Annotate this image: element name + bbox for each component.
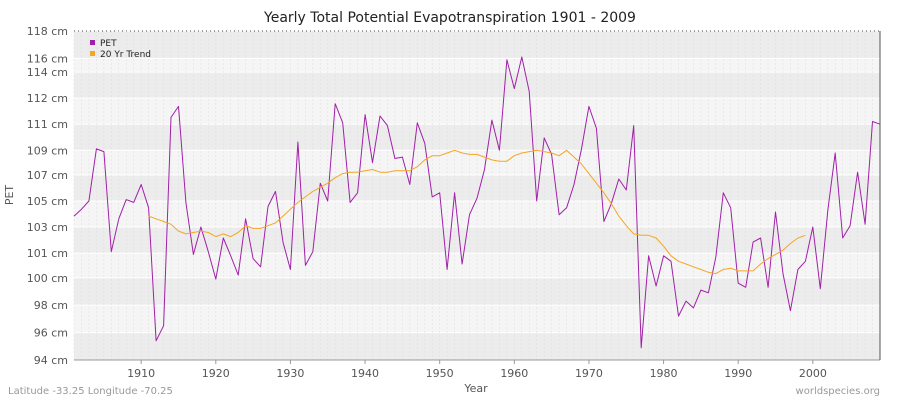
y-tick-label: 118 cm bbox=[27, 25, 68, 38]
series-layer bbox=[73, 56, 881, 349]
x-axis-ticks: 1910 1920 1930 1940 1950 1960 1970 1980 1990 2000 bbox=[74, 31, 881, 380]
y-tick-label: 116 cm bbox=[27, 52, 68, 65]
y-tick-label: 101 cm bbox=[27, 247, 68, 260]
footer-coordinates: Latitude -33.25 Longitude -70.25 bbox=[8, 386, 173, 397]
x-tick-label: 1990 bbox=[724, 367, 752, 380]
series-line-pet bbox=[73, 56, 881, 349]
series-line-trend bbox=[148, 149, 806, 275]
x-tick-label: 1910 bbox=[127, 367, 155, 380]
legend-label-trend: 20 Yr Trend bbox=[100, 50, 151, 60]
y-tick-label: 111 cm bbox=[27, 118, 68, 131]
y-tick-label: 96 cm bbox=[34, 327, 68, 340]
x-axis-label: Year bbox=[463, 382, 488, 395]
x-tick-label: 1940 bbox=[351, 367, 379, 380]
y-tick-label: 109 cm bbox=[27, 144, 68, 157]
y-tick-label: 107 cm bbox=[27, 169, 68, 182]
x-tick-label: 1950 bbox=[426, 367, 454, 380]
chart-title: Yearly Total Potential Evapotranspiratio… bbox=[263, 10, 636, 26]
y-axis-label: PET bbox=[3, 185, 16, 206]
x-tick-label: 1930 bbox=[276, 367, 304, 380]
y-tick-label: 103 cm bbox=[27, 221, 68, 234]
legend-swatch-pet bbox=[90, 40, 95, 45]
x-tick-label: 1960 bbox=[500, 367, 528, 380]
y-tick-label: 98 cm bbox=[34, 299, 68, 312]
footer-source: worldspecies.org bbox=[796, 386, 880, 397]
y-tick-label: 114 cm bbox=[27, 66, 68, 79]
legend-label-pet: PET bbox=[100, 39, 117, 49]
y-tick-label: 105 cm bbox=[27, 195, 68, 208]
y-tick-label: 100 cm bbox=[27, 272, 68, 285]
y-tick-label: 112 cm bbox=[27, 92, 68, 105]
legend: PET 20 Yr Trend bbox=[90, 39, 151, 60]
x-tick-label: 1980 bbox=[650, 367, 678, 380]
x-tick-label: 1970 bbox=[575, 367, 603, 380]
y-axis-ticks: 94 cm 96 cm 98 cm 100 cm 101 cm 103 cm 105 cm 1… bbox=[27, 25, 68, 367]
x-tick-label: 1920 bbox=[202, 367, 230, 380]
legend-swatch-trend bbox=[90, 51, 95, 56]
y-tick-label: 94 cm bbox=[34, 354, 68, 367]
x-tick-label: 2000 bbox=[799, 367, 827, 380]
